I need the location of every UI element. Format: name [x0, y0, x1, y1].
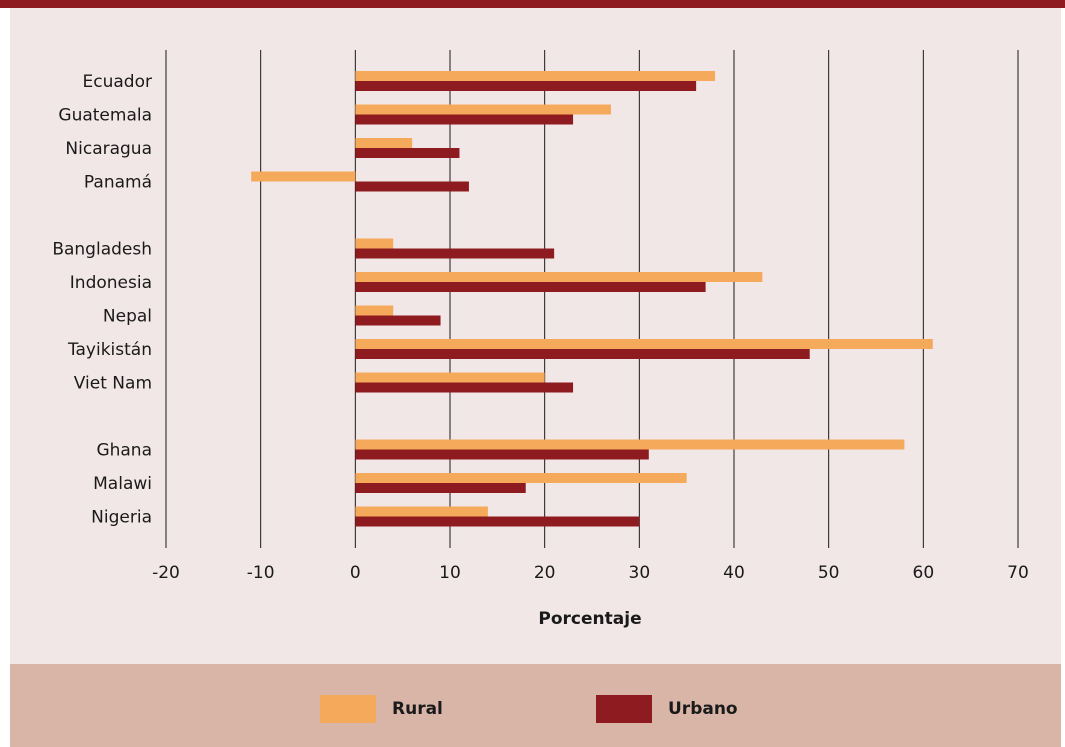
bar-rural: [355, 439, 905, 450]
x-tick-label: 30: [629, 563, 651, 583]
category-label: Malawi: [93, 474, 152, 494]
x-tick-label: 10: [439, 563, 461, 583]
category-label: Indonesia: [70, 273, 152, 293]
category-label: Nicaragua: [65, 139, 152, 159]
legend-item-urbano: Urbano: [596, 695, 738, 723]
category-labels: Ecuador Guatemala Nicaragua Panamá Banglades…: [52, 72, 152, 528]
legend-swatch-urbano: [596, 695, 652, 723]
top-accent-bar: [0, 0, 1065, 8]
bar-rural: [355, 372, 545, 383]
bar-rural: [355, 305, 394, 316]
x-axis-title: Porcentaje: [538, 609, 641, 629]
gridlines: [165, 50, 1019, 548]
category-label: Guatemala: [58, 106, 152, 126]
bar-rural: [355, 138, 413, 148]
category-label: Nigeria: [91, 508, 152, 528]
bar-urbano: [355, 483, 526, 493]
bars: [251, 71, 933, 527]
x-tick-label: -20: [152, 563, 180, 583]
bar-rural: [355, 272, 763, 282]
bar-rural: [355, 339, 933, 349]
bar-rural: [355, 506, 488, 517]
bar-urbano: [355, 181, 469, 192]
bar-rural: [355, 71, 716, 81]
bar-urbano: [355, 516, 640, 527]
bar-urbano: [355, 114, 574, 125]
x-tick-label: 60: [913, 563, 935, 583]
legend-panel: Rural Urbano: [10, 664, 1061, 747]
category-label: Bangladesh: [52, 240, 152, 260]
bar-rural: [355, 104, 611, 115]
legend-label-urbano: Urbano: [668, 699, 738, 719]
bar-urbano: [355, 81, 697, 91]
bar-urbano: [355, 148, 460, 158]
tick-labels: -20 -10 0 10 20 30 40 50 60 70: [152, 563, 1029, 583]
category-label: Nepal: [103, 307, 152, 327]
bar-urbano: [355, 315, 441, 326]
bar-urbano: [355, 382, 574, 393]
bar-rural: [355, 238, 394, 249]
x-tick-label: 0: [350, 563, 361, 583]
x-tick-label: 70: [1007, 563, 1029, 583]
x-tick-label: 20: [534, 563, 556, 583]
category-label: Ecuador: [83, 72, 152, 92]
bar-urbano: [355, 449, 649, 460]
legend-item-rural: Rural: [320, 695, 443, 723]
x-tick-label: 50: [818, 563, 840, 583]
category-label: Panamá: [84, 173, 152, 193]
x-tick-label: 40: [723, 563, 745, 583]
category-label: Viet Nam: [74, 374, 152, 394]
bar-urbano: [355, 248, 555, 259]
bar-urbano: [355, 282, 706, 292]
legend-swatch-rural: [320, 695, 376, 723]
bar-urbano: [355, 349, 810, 359]
category-label: Ghana: [96, 441, 152, 461]
legend-label-rural: Rural: [392, 699, 443, 719]
bar-rural: [251, 171, 356, 182]
category-label: Tayikistán: [67, 340, 152, 360]
bar-rural: [355, 473, 687, 483]
x-tick-label: -10: [247, 563, 275, 583]
